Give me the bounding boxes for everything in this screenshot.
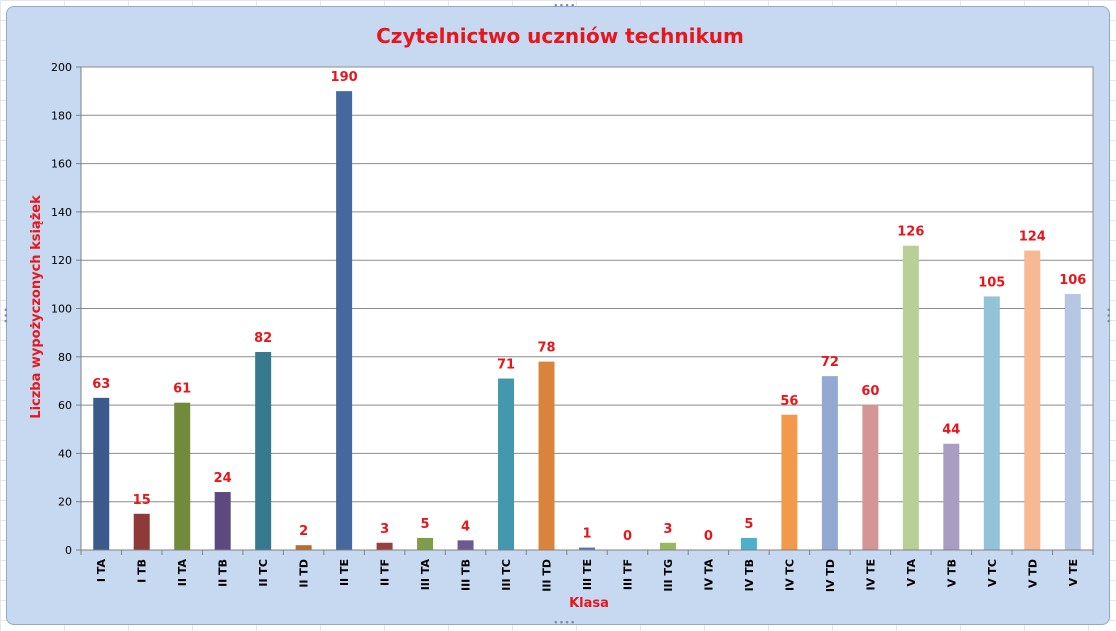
- x-tick-label: IV TD: [824, 559, 837, 592]
- left-resize-handle[interactable]: ∙∙∙: [0, 307, 10, 324]
- x-tick-label: IV TB: [743, 559, 756, 591]
- data-label: 78: [537, 341, 555, 356]
- y-tick-label: 180: [51, 109, 72, 122]
- bar: [983, 296, 1000, 550]
- data-label: 4: [461, 519, 470, 534]
- y-tick-label: 140: [51, 206, 72, 219]
- bars: [93, 91, 1081, 551]
- bar: [538, 361, 555, 550]
- data-label: 124: [1019, 230, 1046, 245]
- data-label: 0: [704, 529, 713, 544]
- data-label: 2: [299, 524, 308, 539]
- bar-chart: Czytelnictwo uczniów technikum 020406080…: [29, 24, 1094, 611]
- bar: [821, 376, 838, 550]
- x-tick-label: III TG: [662, 559, 675, 592]
- data-label: 105: [978, 275, 1005, 290]
- data-label: 71: [497, 358, 515, 373]
- y-tick-label: 200: [51, 61, 72, 74]
- bar: [336, 91, 353, 551]
- data-label: 82: [254, 331, 272, 346]
- bar: [457, 540, 474, 550]
- bar: [862, 405, 879, 550]
- top-resize-handle[interactable]: ∙∙∙∙: [553, 1, 576, 11]
- chart-title: Czytelnictwo uczniów technikum: [376, 24, 744, 48]
- x-tick-label: III TF: [621, 559, 634, 590]
- data-labels: 63 15 61 24 82 2 190 3 5 4 71 78 1 0 3 0 5 56 72 60 126 44 105…: [92, 70, 1086, 544]
- bar: [943, 443, 960, 550]
- x-tick-label: V TB: [945, 559, 958, 587]
- x-tick-label: V TA: [905, 559, 918, 587]
- x-axis-ticks: I TA I TB II TA II TB II TC II TD II TE II TF II…: [80, 550, 1094, 592]
- y-tick-label: 100: [51, 303, 72, 316]
- bar: [579, 547, 595, 550]
- data-label: 63: [92, 377, 110, 392]
- y-tick-label: 20: [58, 496, 72, 509]
- x-tick-label: V TC: [986, 559, 999, 587]
- data-label: 24: [214, 471, 232, 486]
- y-tick-label: 40: [58, 447, 72, 460]
- x-tick-label: III TC: [500, 559, 513, 591]
- x-tick-label: II TD: [298, 559, 311, 588]
- data-label: 3: [380, 522, 389, 537]
- data-label: 1: [582, 527, 591, 542]
- bar: [498, 378, 515, 550]
- y-tick-label: 160: [51, 158, 72, 171]
- bar: [659, 542, 676, 550]
- bar: [376, 542, 393, 550]
- data-label: 5: [421, 517, 430, 532]
- data-label: 60: [861, 384, 879, 399]
- bar: [93, 397, 110, 550]
- x-tick-label: IV TE: [864, 559, 877, 590]
- bar: [740, 537, 757, 550]
- x-tick-label: III TE: [581, 559, 594, 590]
- x-tick-label: II TA: [176, 559, 189, 587]
- data-label: 3: [663, 522, 672, 537]
- data-label: 15: [133, 493, 151, 508]
- bottom-resize-handle[interactable]: ∙∙∙∙: [553, 618, 576, 628]
- x-tick-label: II TB: [217, 559, 230, 587]
- y-tick-label: 60: [58, 399, 72, 412]
- right-resize-handle[interactable]: ∙∙∙: [1103, 307, 1113, 324]
- x-tick-label: V TE: [1067, 559, 1080, 586]
- x-tick-label: IV TC: [783, 559, 796, 591]
- bar: [255, 351, 272, 550]
- bar: [781, 414, 798, 550]
- x-tick-label: II TC: [257, 559, 270, 587]
- x-axis-title: Klasa: [569, 596, 609, 611]
- y-axis-title: Liczba wypożyczonych książek: [29, 195, 44, 419]
- data-label: 44: [942, 423, 960, 438]
- x-tick-label: II TF: [379, 559, 392, 586]
- x-tick-label: III TD: [541, 559, 554, 592]
- y-tick-label: 80: [58, 351, 72, 364]
- gridlines: [81, 66, 1093, 503]
- bar: [133, 513, 150, 550]
- y-tick-label: 0: [65, 544, 72, 557]
- y-axis-ticks: 0 20 40 60 80 100 120 140 160 180 200: [51, 61, 81, 557]
- bar: [214, 492, 231, 550]
- data-label: 72: [821, 355, 839, 370]
- data-label: 61: [173, 382, 191, 397]
- bar: [295, 545, 312, 550]
- bar: [417, 537, 434, 550]
- y-tick-label: 120: [51, 254, 72, 267]
- bar: [1024, 250, 1041, 551]
- data-label: 126: [897, 225, 924, 240]
- x-tick-label: I TA: [95, 559, 108, 583]
- bar: [902, 245, 919, 550]
- x-tick-label: V TD: [1026, 559, 1039, 588]
- x-tick-label: I TB: [136, 559, 149, 583]
- x-tick-label: III TB: [460, 559, 473, 591]
- data-label: 190: [331, 70, 358, 85]
- bar: [1064, 294, 1081, 550]
- data-label: 5: [744, 517, 753, 532]
- x-tick-label: II TE: [338, 559, 351, 586]
- data-label: 56: [780, 394, 798, 409]
- bar: [174, 402, 191, 550]
- x-tick-label: III TA: [419, 559, 432, 591]
- data-label: 106: [1059, 273, 1086, 288]
- data-label: 0: [623, 529, 632, 544]
- x-tick-label: IV TA: [702, 559, 715, 591]
